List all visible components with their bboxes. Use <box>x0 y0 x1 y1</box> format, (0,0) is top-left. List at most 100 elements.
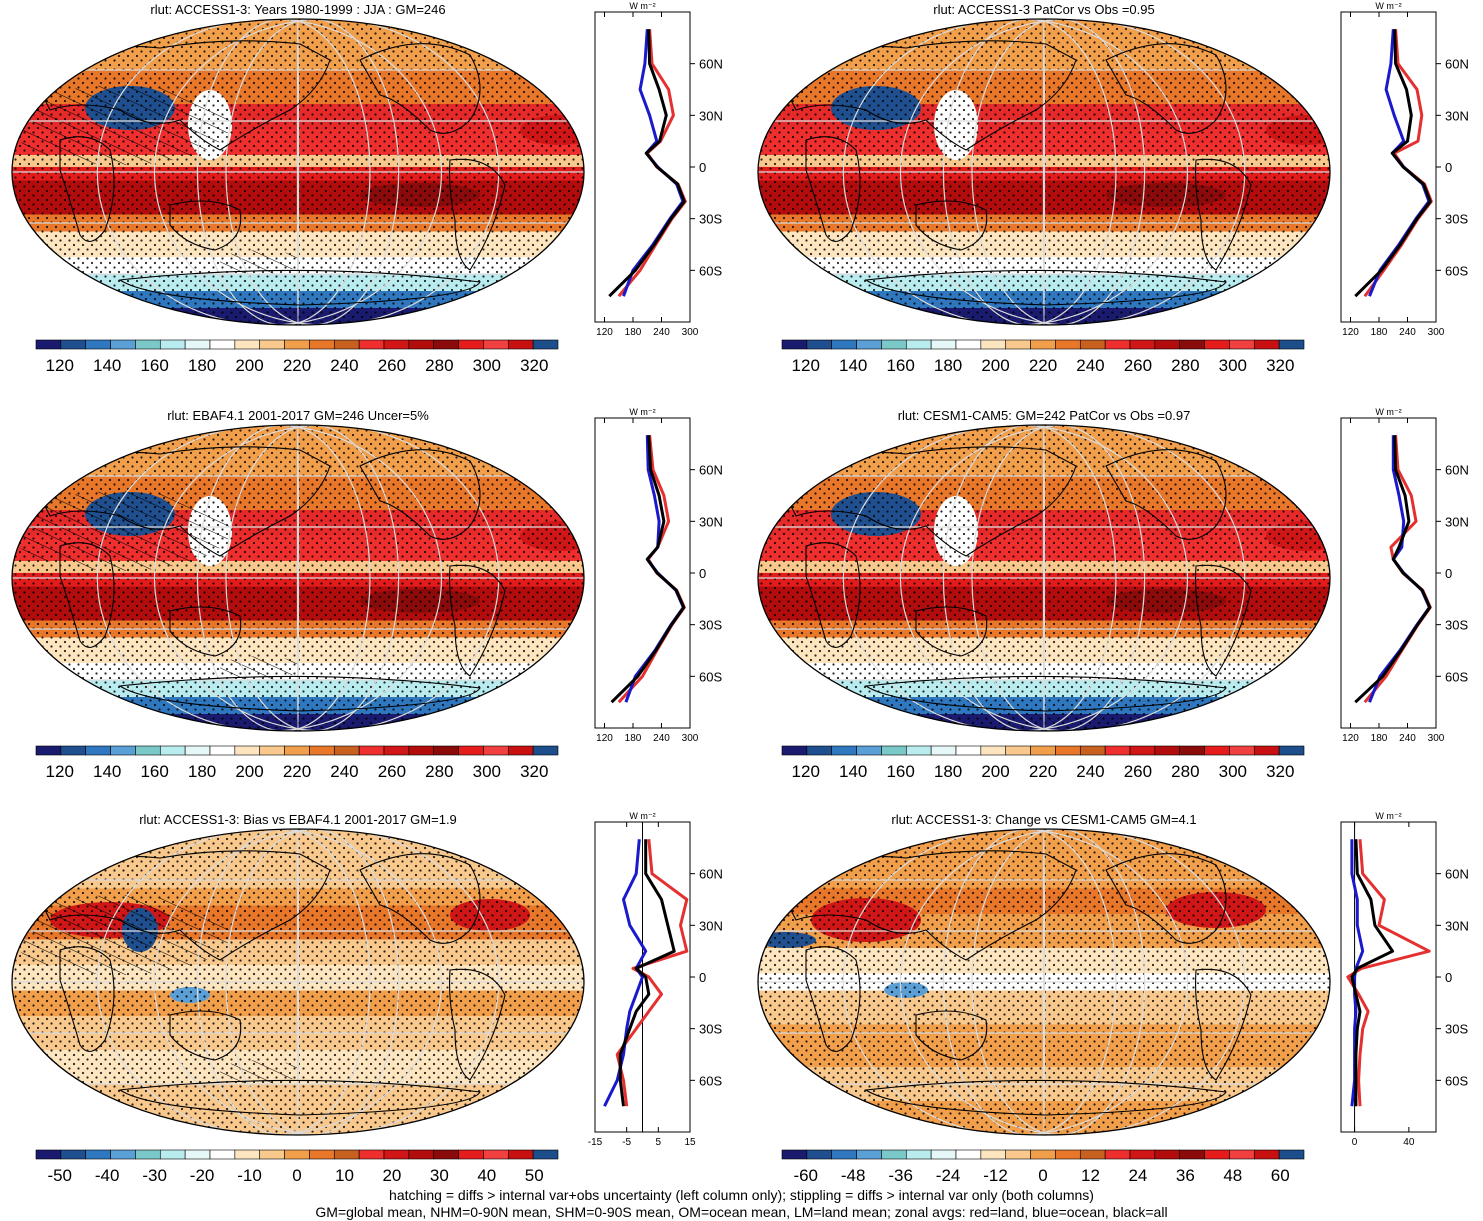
colorbar-label: 260 <box>1124 356 1152 375</box>
colorbar-label: 10 <box>335 1166 354 1185</box>
hatching <box>12 895 230 975</box>
colorbar-swatch <box>1129 745 1156 756</box>
colorbar-swatch <box>781 745 808 756</box>
colorbar-swatch <box>458 339 484 350</box>
colorbar-label: 220 <box>1029 356 1057 375</box>
colorbar-swatch <box>110 339 136 350</box>
colorbar-label: 280 <box>1171 762 1199 781</box>
coastline <box>449 158 506 271</box>
colorbar-swatch <box>856 1149 882 1160</box>
profile-lat-label: 30S <box>699 1022 722 1037</box>
profile-xtick-label: 240 <box>1399 733 1416 744</box>
coastline <box>118 675 481 712</box>
profile-unit: W m⁻² <box>1375 811 1401 821</box>
coastline <box>915 1010 988 1061</box>
map-border <box>11 18 585 326</box>
coastline <box>29 850 331 961</box>
colorbar-label: 280 <box>425 762 453 781</box>
colorbar-swatch <box>1278 745 1305 756</box>
colorbar-swatch <box>1204 745 1230 756</box>
map-field <box>12 829 584 1135</box>
graticule-meridian <box>296 19 300 325</box>
profile-lat-label: 30N <box>699 108 723 123</box>
colorbar-swatch <box>781 339 808 350</box>
panel-svg: -50 -40 -30 -20 -10 0 10 20 30 40 50 W m⁻² -15 -5 5 15 6… <box>11 811 723 1185</box>
profile-lat-label: 60S <box>699 1073 722 1088</box>
colorbar-label: 280 <box>425 356 453 375</box>
graticule-meridian <box>899 829 1246 1135</box>
profile-xtick-label: 240 <box>653 327 670 338</box>
colorbar-swatch <box>60 1149 87 1160</box>
panel-title: rlut: ACCESS1-3 PatCor vs Obs =0.95 <box>933 2 1155 17</box>
colorbar-swatch <box>159 339 186 350</box>
colorbar-swatch <box>1229 745 1255 756</box>
profile-frame <box>1340 417 1437 729</box>
coastline <box>449 968 506 1081</box>
profile-xtick-label: 180 <box>625 733 642 744</box>
colorbar-label: 320 <box>1266 762 1294 781</box>
colorbar-label: 240 <box>330 356 358 375</box>
colorbar-swatch <box>1154 339 1181 350</box>
colorbar-swatch <box>309 745 335 756</box>
panel-3: rlut: EBAF4.1 2001-2017 GM=246 Uncer=5% 1… <box>0 406 737 806</box>
colorbar-swatch <box>1154 1149 1181 1160</box>
colorbar-label: 160 <box>886 356 914 375</box>
map-border <box>11 828 585 1136</box>
colorbar-swatch <box>60 339 87 350</box>
colorbar-label: -12 <box>983 1166 1008 1185</box>
colorbar-label: 260 <box>378 762 406 781</box>
colorbar-swatch <box>1204 339 1230 350</box>
colorbar-swatch <box>980 339 1007 350</box>
colorbar-swatch <box>433 1149 459 1160</box>
colorbar-swatch <box>458 1149 484 1160</box>
graticule-meridian <box>196 829 371 1135</box>
colorbar-label: 140 <box>839 356 867 375</box>
profile-xtick-label: 120 <box>596 327 613 338</box>
colorbar-swatch <box>1104 1149 1131 1160</box>
colorbar-swatch <box>184 745 211 756</box>
zonal-profile: W m⁻² 120 180 240 300 60N 30N 0 30S 60S <box>1340 1 1469 338</box>
colorbar-swatch <box>284 339 310 350</box>
colorbar-swatch <box>184 1149 211 1160</box>
colorbar-swatch <box>35 745 62 756</box>
profile-xtick-label: 180 <box>625 327 642 338</box>
coastline <box>1105 853 1227 944</box>
colorbar-swatch <box>1079 339 1106 350</box>
colorbar-swatch <box>358 339 385 350</box>
colorbar: -50 -40 -30 -20 -10 0 10 20 30 40 50 <box>35 1149 559 1185</box>
profile-series-all <box>1350 839 1395 1107</box>
graticule-meridian <box>96 19 443 325</box>
colorbar-swatch <box>905 339 932 350</box>
colorbar: 120 140 160 180 200 220 240 260 280 300 320 <box>781 745 1305 781</box>
profile-lat-label: 60N <box>1445 867 1469 882</box>
colorbar-label: 120 <box>46 762 74 781</box>
colorbar-label: 40 <box>477 1166 496 1185</box>
profile-lat-label: 30S <box>1445 212 1468 227</box>
colorbar-swatch <box>234 1149 261 1160</box>
colorbar-label: 36 <box>1176 1166 1195 1185</box>
colorbar-swatch <box>930 1149 957 1160</box>
colorbar-label: 200 <box>235 762 263 781</box>
profile-lat-label: 30S <box>699 212 722 227</box>
profile-lat-label: 30N <box>1445 918 1469 933</box>
colorbar-swatch <box>806 1149 833 1160</box>
coastline <box>864 1079 1227 1116</box>
colorbar-label: 240 <box>1076 356 1104 375</box>
profile-xtick-label: 300 <box>682 327 699 338</box>
colorbar-swatch <box>408 1149 435 1160</box>
profile-xtick-label: -15 <box>588 1137 603 1148</box>
colorbar-swatch <box>135 339 161 350</box>
profile-lat-label: 30N <box>1445 514 1469 529</box>
profile-lat-label: 0 <box>699 566 706 581</box>
colorbar-swatch <box>532 745 559 756</box>
coastline <box>169 606 242 657</box>
coastline <box>59 542 115 648</box>
panel-4: rlut: CESM1-CAM5: GM=242 PatCor vs Obs =… <box>746 406 1483 806</box>
profile-frame <box>1340 11 1437 323</box>
profile-lat-label: 30S <box>699 618 722 633</box>
colorbar-swatch <box>881 745 907 756</box>
profile-unit: W m⁻² <box>629 1 655 11</box>
colorbar: 120 140 160 180 200 220 240 260 280 300 320 <box>35 745 559 781</box>
colorbar-label: 300 <box>1219 356 1247 375</box>
colorbar-swatch <box>1055 745 1081 756</box>
